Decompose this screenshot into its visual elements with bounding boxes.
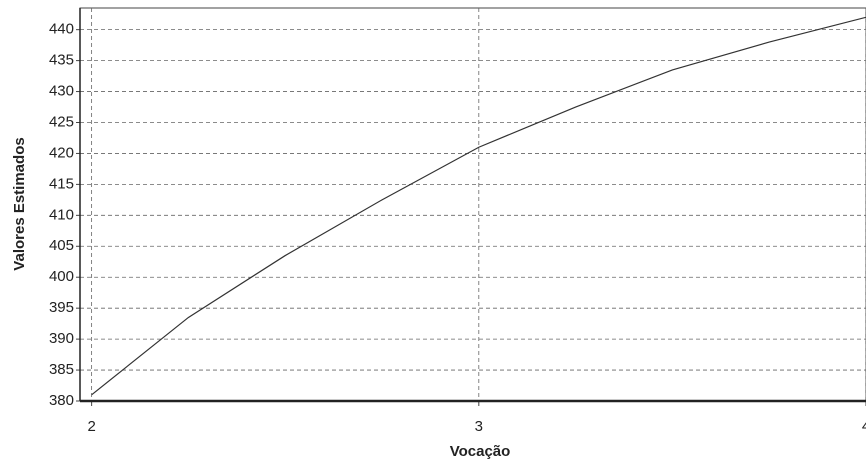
y-tick-label: 390 <box>49 330 74 347</box>
y-axis-label: Valores Estimados <box>11 137 28 270</box>
y-tick-label: 410 <box>49 206 74 223</box>
y-tick-label: 420 <box>49 144 74 161</box>
y-tick-label: 430 <box>49 83 74 100</box>
line <box>91 16 866 396</box>
y-tick-label: 435 <box>49 52 74 69</box>
y-tick-label: 415 <box>49 175 74 192</box>
y-tick-label: 380 <box>49 392 74 409</box>
x-tick-label: 3 <box>475 418 483 435</box>
x-tick-label: 2 <box>87 418 95 435</box>
y-tick-label: 400 <box>49 268 74 285</box>
y-tick-label: 425 <box>49 113 74 130</box>
y-tick-label: 395 <box>49 299 74 316</box>
x-tick-label: 4 <box>862 418 866 435</box>
y-tick-label: 440 <box>49 21 74 38</box>
y-tick-label: 385 <box>49 361 74 378</box>
x-axis-label: Vocação <box>450 443 511 460</box>
plot-area <box>79 7 866 402</box>
y-tick-label: 405 <box>49 237 74 254</box>
